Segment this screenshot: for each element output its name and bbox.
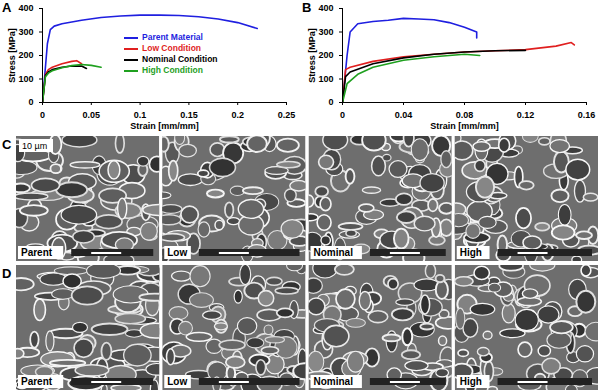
- svg-text:Strain [mm/mm]: Strain [mm/mm]: [430, 121, 499, 131]
- svg-text:400: 400: [18, 3, 33, 13]
- svg-text:300: 300: [18, 27, 33, 37]
- svg-text:Stress [MPa]: Stress [MPa]: [7, 28, 17, 83]
- html-text:Parent Material: Parent Material: [142, 32, 203, 42]
- svg-text:0.2: 0.2: [231, 110, 244, 120]
- svg-text:D: D: [2, 266, 11, 281]
- svg-text:Strain [mm/mm]: Strain [mm/mm]: [130, 121, 199, 131]
- svg-text:Stress [MPa]: Stress [MPa]: [307, 28, 317, 83]
- svg-text:0: 0: [28, 97, 33, 107]
- html-text:A: A: [2, 0, 12, 15]
- svg-text:0: 0: [328, 97, 333, 107]
- svg-text:100: 100: [318, 74, 333, 84]
- svg-text:100: 100: [18, 74, 33, 84]
- svg-text:0.12: 0.12: [517, 110, 535, 120]
- svg-text:0: 0: [40, 110, 45, 120]
- html-text:Low Condition: Low Condition: [142, 43, 201, 53]
- svg-text:C: C: [2, 137, 12, 152]
- svg-text:Nominal: Nominal: [314, 247, 354, 258]
- svg-text:300: 300: [318, 27, 333, 37]
- svg-text:Low: Low: [167, 247, 187, 258]
- svg-text:0.1: 0.1: [134, 110, 147, 120]
- svg-text:Parent: Parent: [21, 376, 53, 387]
- svg-text:0: 0: [340, 110, 345, 120]
- svg-text:Low: Low: [167, 376, 187, 387]
- svg-text:High: High: [460, 247, 482, 258]
- html-text:Nominal Condition: Nominal Condition: [142, 54, 218, 64]
- svg-text:0.05: 0.05: [83, 110, 101, 120]
- svg-text:0.04: 0.04: [395, 110, 413, 120]
- html-text:B: B: [302, 0, 312, 15]
- svg-text:0.08: 0.08: [456, 110, 474, 120]
- svg-text:0.25: 0.25: [278, 110, 296, 120]
- svg-text:10 µm: 10 µm: [22, 141, 47, 151]
- svg-text:Nominal: Nominal: [314, 376, 354, 387]
- svg-text:200: 200: [18, 50, 33, 60]
- svg-text:High: High: [460, 376, 482, 387]
- html-text:High Condition: High Condition: [142, 65, 203, 75]
- svg-text:400: 400: [318, 3, 333, 13]
- svg-text:200: 200: [318, 50, 333, 60]
- svg-text:0.15: 0.15: [180, 110, 198, 120]
- svg-text:Parent: Parent: [21, 247, 53, 258]
- svg-text:0.16: 0.16: [578, 110, 596, 120]
